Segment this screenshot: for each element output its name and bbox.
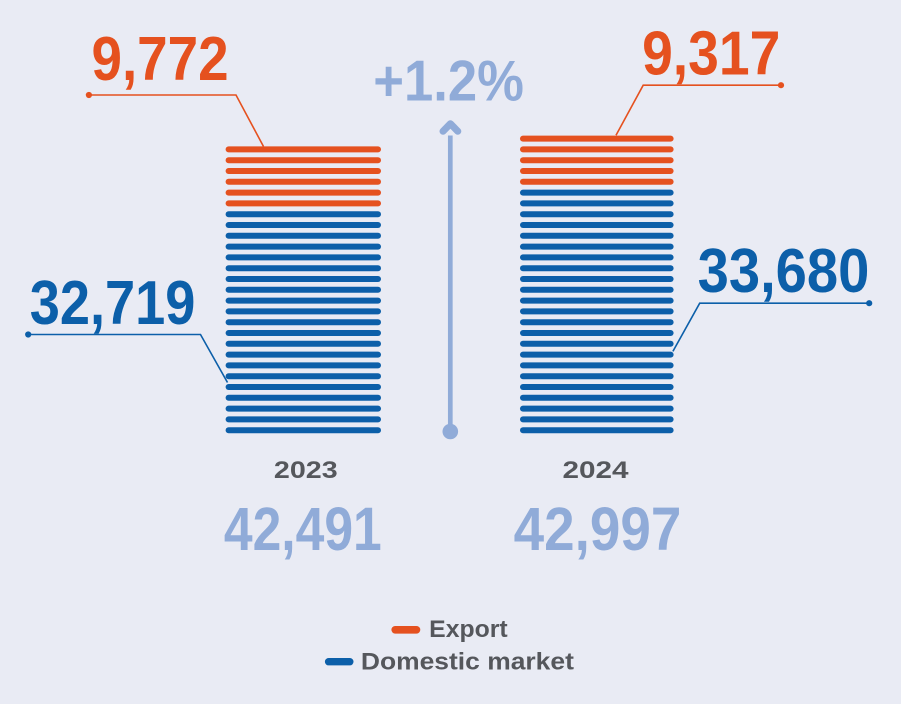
svg-text:Export: Export	[429, 616, 507, 643]
svg-text:+1.2%: +1.2%	[373, 49, 524, 113]
svg-text:9,317: 9,317	[642, 20, 780, 89]
svg-text:2024: 2024	[562, 457, 629, 484]
svg-text:42,997: 42,997	[514, 495, 682, 563]
svg-text:2023: 2023	[274, 457, 338, 484]
svg-text:33,680: 33,680	[698, 237, 870, 306]
svg-text:32,719: 32,719	[30, 269, 196, 338]
svg-text:Domestic market: Domestic market	[361, 648, 574, 675]
svg-text:42,491: 42,491	[224, 495, 382, 563]
svg-text:9,772: 9,772	[91, 25, 228, 94]
